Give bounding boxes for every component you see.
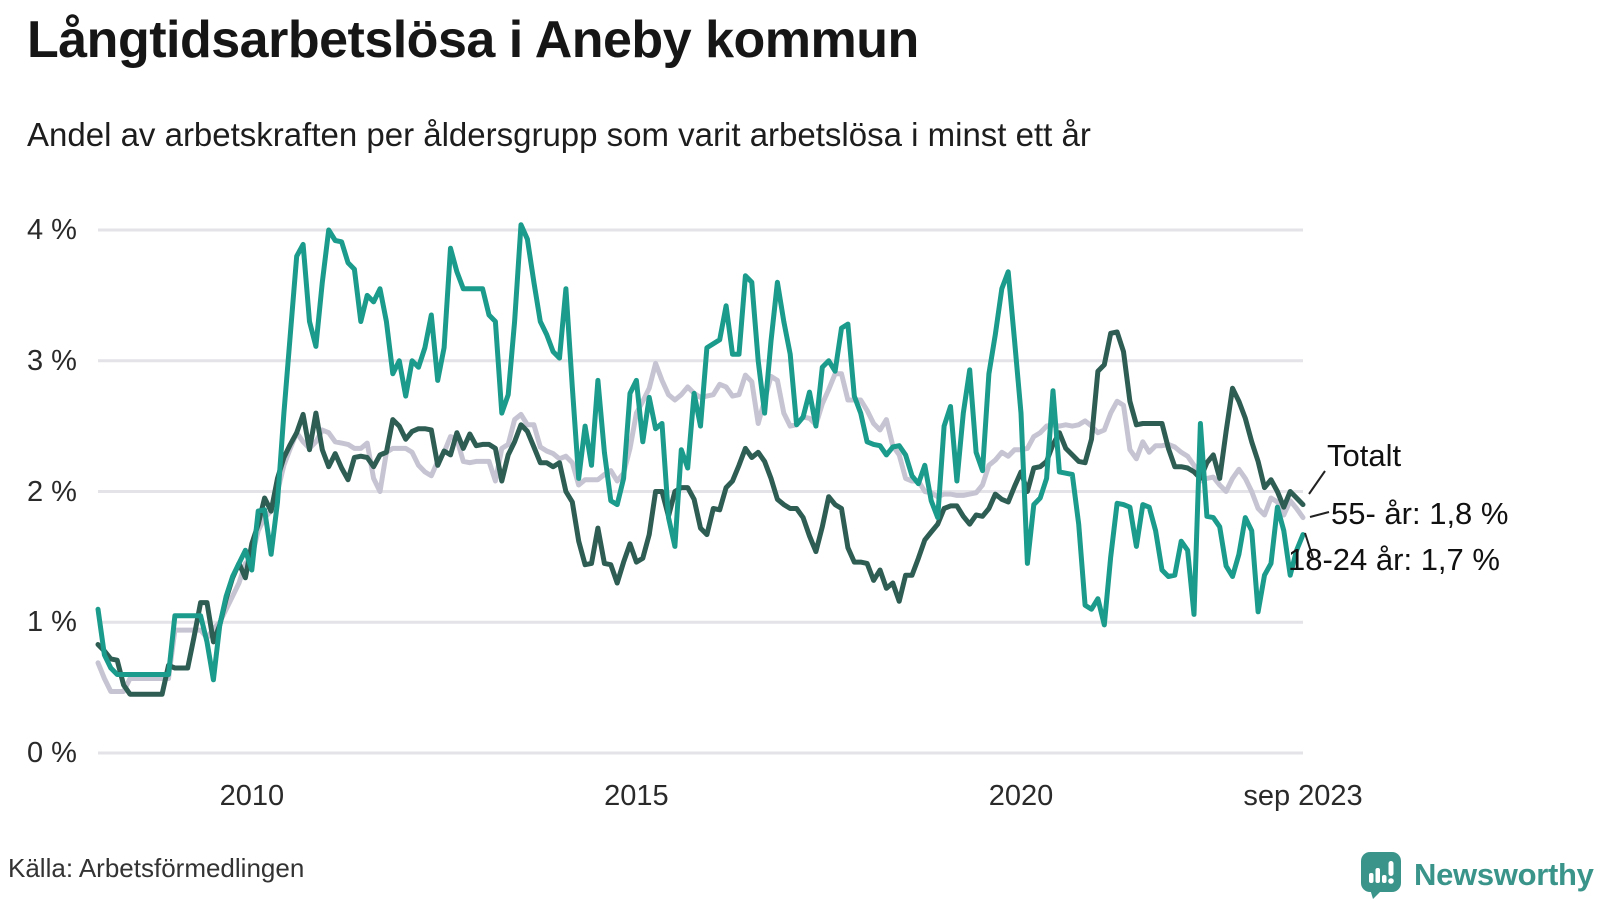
y-tick-label: 3 % — [27, 344, 77, 377]
chart-subtitle: Andel av arbetskraften per åldersgrupp s… — [27, 116, 1091, 153]
x-tick-label: 2020 — [988, 780, 1054, 812]
x-tick-label: 2015 — [604, 780, 669, 812]
y-tick-label: 2 % — [27, 475, 77, 508]
newsworthy-logo[interactable]: Newsworthy — [1360, 851, 1594, 899]
page-title: Långtidsarbetslösa i Aneby kommun — [27, 11, 919, 69]
y-tick-label: 1 % — [27, 606, 77, 639]
source-note: Källa: Arbetsförmedlingen — [8, 853, 305, 883]
series-label-totalt: Totalt — [1327, 438, 1402, 473]
newsworthy-bubble-icon — [1361, 852, 1401, 899]
x-tick-label: 2010 — [219, 780, 285, 812]
y-tick-label: 0 % — [27, 737, 77, 769]
series-label-18-24ar: 18-24 år: 1,7 % — [1288, 542, 1500, 577]
x-tick-label: sep 2023 — [1243, 780, 1363, 812]
newsworthy-wordmark: Newsworthy — [1414, 857, 1594, 892]
series-label-55ar: 55- år: 1,8 % — [1331, 496, 1509, 531]
y-tick-label: 4 % — [27, 214, 77, 246]
